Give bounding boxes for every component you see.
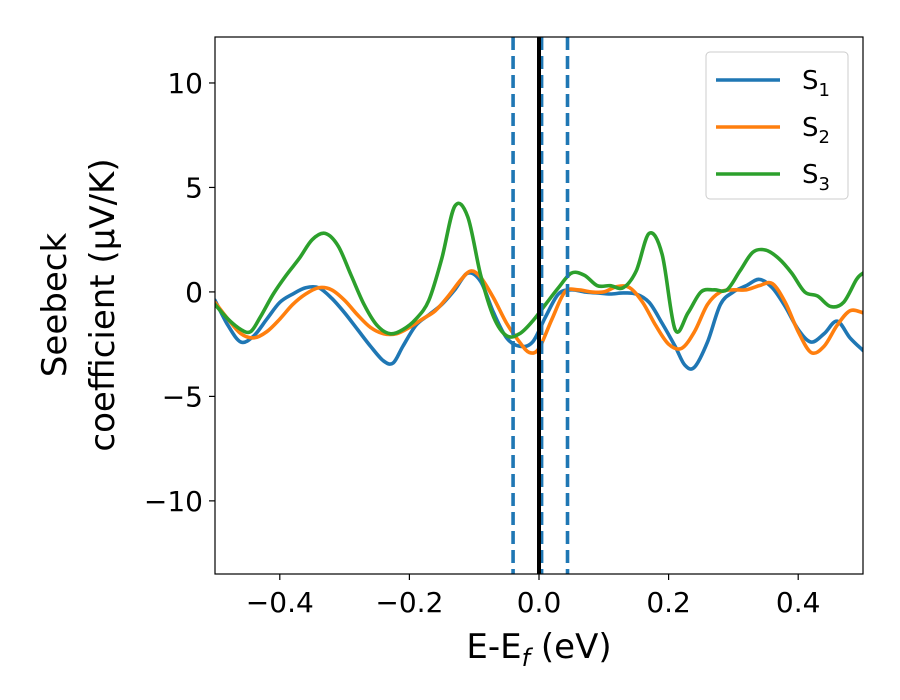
series-line-s2 — [215, 269, 863, 355]
legend-label-s2: S2 — [802, 113, 830, 148]
x-tick-label: 0.0 — [517, 586, 562, 619]
y-axis-label-line2: coefficient (μV/K) — [83, 158, 123, 451]
y-tick-label: 10 — [167, 67, 203, 100]
y-axis-label-line1: Seebeck — [35, 233, 75, 378]
y-tick-label: −10 — [144, 485, 203, 518]
y-tick-label: 5 — [185, 171, 203, 204]
legend-label-s1: S1 — [802, 66, 830, 101]
legend-label-s3: S3 — [802, 160, 830, 195]
legend: S1 S2 S3 — [705, 51, 849, 200]
plot-area — [215, 37, 863, 574]
y-tick-label: −5 — [162, 380, 203, 413]
x-axis-label: E-Ef (eV) — [466, 627, 611, 672]
x-axis: −0.4 −0.2 0.0 0.2 0.4 — [246, 574, 821, 619]
x-tick-label: 0.4 — [776, 586, 821, 619]
x-tick-label: −0.2 — [375, 586, 443, 619]
x-tick-label: 0.2 — [646, 586, 691, 619]
x-tick-label: −0.4 — [246, 586, 314, 619]
y-axis: 10 5 0 −5 −10 — [144, 67, 215, 518]
y-axis-label: Seebeck coefficient (μV/K) — [35, 158, 123, 451]
y-tick-label: 0 — [185, 276, 203, 309]
